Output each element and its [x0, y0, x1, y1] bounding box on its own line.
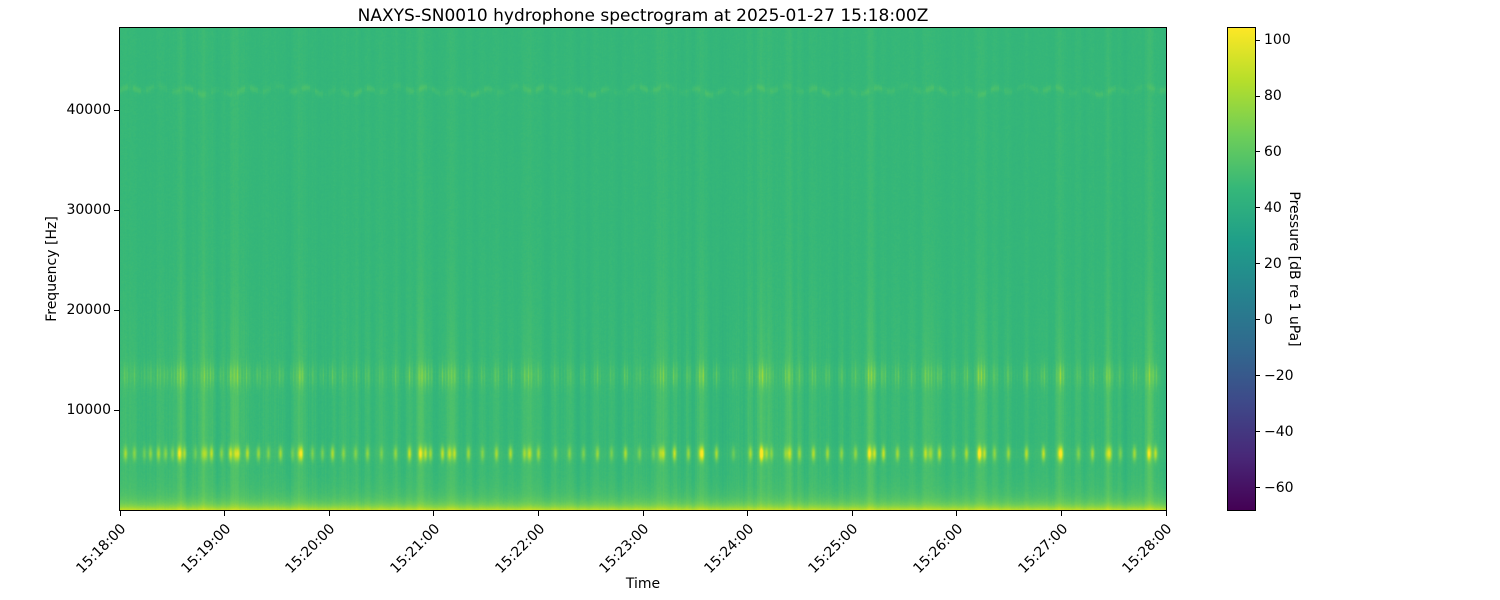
- x-axis-tick-label: 15:18:00: [73, 521, 130, 577]
- spectrogram-heatmap: [120, 28, 1166, 510]
- y-axis-tick-label: 30000: [66, 202, 111, 218]
- colorbar-tick-label: 60: [1264, 143, 1282, 160]
- x-axis-tick: [851, 511, 853, 516]
- colorbar-tick-label: −40: [1264, 423, 1294, 440]
- colorbar-tick: [1256, 431, 1260, 433]
- colorbar-tick: [1256, 263, 1260, 265]
- y-axis-tick: [114, 109, 119, 111]
- colorbar-tick-label: 20: [1264, 255, 1282, 272]
- y-axis-tick-label: 10000: [66, 402, 111, 418]
- colorbar: [1227, 27, 1256, 511]
- x-axis-tick: [747, 511, 749, 516]
- colorbar-tick: [1256, 95, 1260, 97]
- x-axis-tick: [119, 511, 121, 516]
- x-axis-tick-label: 15:22:00: [491, 521, 548, 577]
- x-axis-tick-label: 15:23:00: [596, 521, 653, 577]
- x-axis-label: Time: [625, 576, 661, 592]
- colorbar-tick-label: 0: [1264, 311, 1273, 328]
- colorbar-tick-label: −60: [1264, 479, 1294, 496]
- colorbar-tick: [1256, 39, 1260, 41]
- spectrogram-axes: [119, 27, 1167, 511]
- x-axis-tick: [328, 511, 330, 516]
- plot-title: NAXYS-SN0010 hydrophone spectrogram at 2…: [357, 6, 929, 26]
- colorbar-gradient: [1228, 28, 1255, 510]
- x-axis-tick-label: 15:24:00: [701, 521, 757, 577]
- x-axis-tick-label: 15:21:00: [387, 521, 444, 577]
- y-axis-tick-label: 20000: [66, 302, 111, 318]
- colorbar-tick: [1256, 207, 1260, 209]
- colorbar-tick: [1256, 151, 1260, 153]
- x-axis-tick: [1060, 511, 1062, 516]
- x-axis-tick-label: 15:20:00: [282, 521, 339, 577]
- colorbar-tick-label: 80: [1264, 88, 1282, 105]
- colorbar-tick: [1256, 375, 1260, 377]
- colorbar-tick: [1256, 319, 1260, 321]
- x-axis-tick: [642, 511, 644, 516]
- y-axis-tick: [114, 409, 119, 411]
- x-axis-tick: [1165, 511, 1167, 516]
- colorbar-label: Pressure [dB re 1 uPa]: [1286, 191, 1302, 347]
- y-axis-tick-label: 40000: [66, 102, 111, 118]
- colorbar-tick: [1256, 487, 1260, 489]
- x-axis-tick: [956, 511, 958, 516]
- colorbar-tick-label: −20: [1264, 367, 1294, 384]
- x-axis-tick: [224, 511, 226, 516]
- x-axis-tick: [433, 511, 435, 516]
- colorbar-tick-label: 40: [1264, 199, 1282, 216]
- colorbar-tick-label: 100: [1264, 32, 1291, 49]
- y-axis-tick: [114, 209, 119, 211]
- x-axis-tick-label: 15:25:00: [805, 521, 862, 577]
- x-axis-tick-label: 15:26:00: [910, 521, 967, 577]
- x-axis-tick-label: 15:19:00: [178, 521, 234, 577]
- x-axis-tick: [537, 511, 539, 516]
- y-axis-tick: [114, 309, 119, 311]
- x-axis-tick-label: 15:27:00: [1014, 521, 1071, 577]
- x-axis-tick-label: 15:28:00: [1119, 521, 1176, 577]
